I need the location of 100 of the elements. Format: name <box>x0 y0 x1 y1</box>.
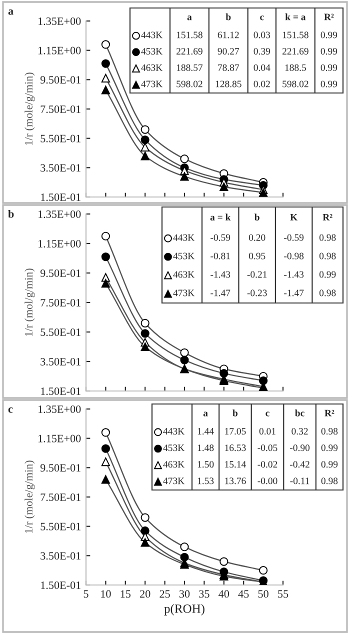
annotation: -0.23 <box>247 290 267 296</box>
text: bc <box>295 410 304 416</box>
annotation: 151.58 <box>176 32 202 38</box>
annotation: -0.05 <box>258 444 278 452</box>
annotation: 17.05 <box>225 428 246 435</box>
text: -0.90 <box>290 444 310 452</box>
annotation: b <box>254 214 260 221</box>
text: 0.99 <box>320 64 338 71</box>
annotation: 221.69 <box>282 48 308 55</box>
annotation: 0.01 <box>259 428 276 435</box>
legend-label: 473K <box>173 290 195 296</box>
text: a <box>187 16 192 20</box>
annotation: 221.69 <box>176 48 202 55</box>
legend-label: 443K <box>173 234 195 241</box>
x-tick-label: 35 <box>199 590 210 598</box>
legend-label: 463K <box>141 64 163 71</box>
annotation: 151.58 <box>282 32 308 38</box>
annotation: 0.95 <box>248 252 266 260</box>
annotation: 0.02 <box>254 80 270 88</box>
annotation: 0.04 <box>254 64 270 71</box>
annotation: 90.27 <box>218 48 240 55</box>
text: 0.99 <box>319 271 336 278</box>
annotation: 598.02 <box>282 80 308 88</box>
text: -0.59 <box>284 234 304 241</box>
text: -1.43 <box>284 271 304 278</box>
y-tick-label: 3.50E-01 <box>40 164 80 172</box>
text: k = a <box>285 13 306 20</box>
legend-label: 473K <box>163 478 185 484</box>
annotation: 16.53 <box>225 444 246 452</box>
legend-label: 453K <box>141 48 163 55</box>
annotation: -0.21 <box>247 271 267 278</box>
y-tick-label: 1.50E-01 <box>41 581 80 590</box>
y-tick-label: 7.50E-01 <box>40 105 80 114</box>
annotation: 78.87 <box>218 64 240 71</box>
x-tick-label: 40 <box>218 590 230 598</box>
legend-label: 453K <box>173 252 195 260</box>
annotation: 61.12 <box>218 32 239 38</box>
y-tick-label: 9.50E-01 <box>40 76 80 84</box>
x-tick-label: 5 <box>84 590 88 598</box>
text: 0.98 <box>319 252 336 260</box>
text: b <box>226 13 231 20</box>
y-tick-label: 1.35E+00 <box>38 210 81 218</box>
y-tick-label: 7.50E-01 <box>40 493 80 502</box>
y-tick-label: 7.50E-01 <box>40 298 80 307</box>
annotation: -1.43 <box>210 271 230 278</box>
annotation: 1.53 <box>198 478 214 484</box>
text: 188.5 <box>285 64 306 71</box>
text: 0.99 <box>321 444 338 452</box>
annotation: b <box>232 410 238 416</box>
text: 0.99 <box>320 80 338 88</box>
annotation: 1.48 <box>198 444 214 452</box>
x-tick-label: 20 <box>140 590 150 598</box>
legend-label: 473K <box>141 80 163 88</box>
annotation: 0.03 <box>254 32 270 38</box>
annotation: a <box>203 412 208 416</box>
annotation: -0.02 <box>258 461 278 468</box>
annotation: -0.59 <box>210 234 230 241</box>
annotation: 0.20 <box>248 234 266 241</box>
x-tick-label: 45 <box>238 590 249 598</box>
legend-label: 463K <box>173 271 195 278</box>
legend-label: 443K <box>141 32 163 38</box>
y-tick-label: 1.50E-01 <box>41 193 80 202</box>
x-tick-label: 10 <box>101 590 111 598</box>
y-tick-label: 1.50E-01 <box>41 387 80 396</box>
y-tick-label: 1.15E+00 <box>38 46 81 54</box>
y-tick-label: 5.50E-01 <box>40 328 80 336</box>
x-tick-label: 15 <box>120 590 131 598</box>
x-axis-title: p(ROH) <box>164 604 204 616</box>
annotation: 1.44 <box>198 428 214 435</box>
y-tick-label: 3.50E-01 <box>40 552 80 560</box>
annotation: 1.50 <box>198 461 214 468</box>
y-tick-label: 9.50E-01 <box>40 269 80 278</box>
text: 0.99 <box>320 32 338 38</box>
legend-label: 463K <box>163 461 185 468</box>
legend-label: 453K <box>163 444 185 452</box>
text: 0.98 <box>321 428 338 435</box>
y-tick-label: 9.50E-01 <box>40 464 80 472</box>
x-tick-label: 30 <box>179 590 190 598</box>
y-tick-label: 1.15E+00 <box>38 240 81 248</box>
annotation: 598.02 <box>176 80 202 88</box>
annotation: 15.14 <box>225 461 246 468</box>
annotation: 0.39 <box>254 48 270 55</box>
text: R² <box>324 14 334 20</box>
annotation: -1.47 <box>210 290 230 296</box>
y-tick-label: 1.35E+00 <box>38 405 81 414</box>
text: 0.32 <box>292 428 308 435</box>
y-axis-title: 1/r (mole/g/min) <box>24 72 35 145</box>
x-tick-label: 55 <box>278 590 288 598</box>
annotation: c <box>266 412 270 416</box>
text: -1.47 <box>284 290 304 296</box>
annotation: 128.85 <box>216 80 242 88</box>
text: R² <box>322 214 332 220</box>
annotation: -0.81 <box>210 252 230 260</box>
text: K <box>290 214 298 220</box>
x-tick-label: 50 <box>258 590 268 598</box>
y-tick-label: 1.35E+00 <box>38 17 81 26</box>
annotation: a = k <box>210 214 231 221</box>
text: -0.42 <box>290 461 310 468</box>
text: 0.98 <box>319 290 336 296</box>
text: 0.98 <box>319 234 336 241</box>
